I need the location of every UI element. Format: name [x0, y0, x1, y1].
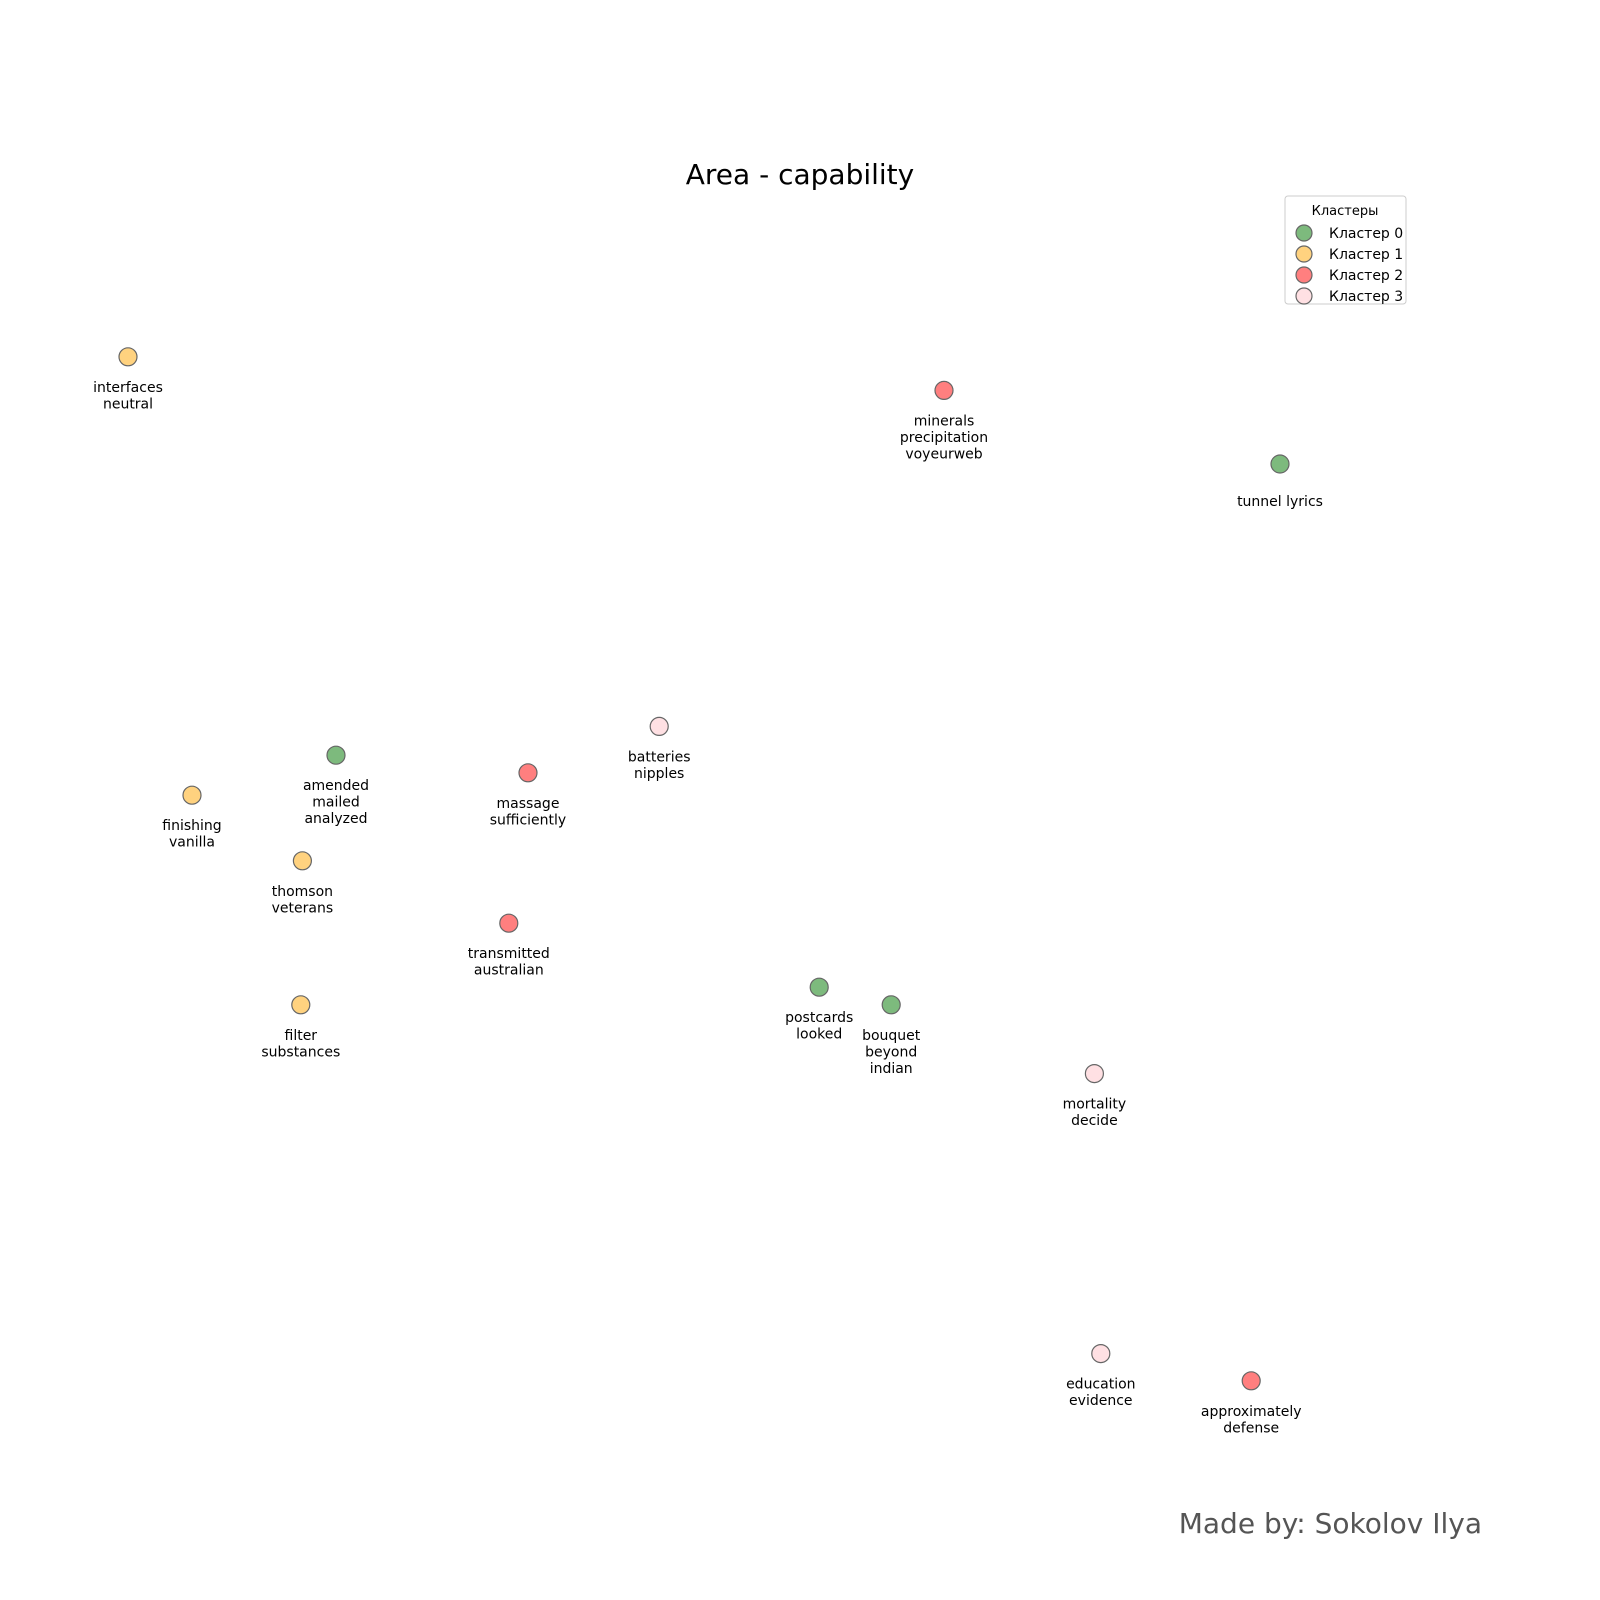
point-label-line: sufficiently: [490, 812, 566, 828]
point-marker: [118, 347, 138, 367]
data-point: massage sufficiently: [490, 763, 566, 829]
legend-entry: Кластер 0: [1295, 224, 1403, 242]
point-label-line: defense: [1223, 1420, 1279, 1436]
data-point: amended mailed analyzed: [303, 745, 369, 827]
point-label-line: tunnel lyrics: [1237, 494, 1323, 510]
point-marker: [292, 851, 312, 871]
data-point: tunnel lyrics: [1237, 454, 1323, 510]
point-label-line: thomson: [272, 884, 333, 900]
point-marker: [809, 977, 829, 997]
data-point: bouquet beyond indian: [862, 995, 921, 1077]
point-label: amended mailed analyzed: [303, 778, 369, 827]
data-point: approximately defense: [1201, 1371, 1302, 1437]
legend-title: Кластеры: [1312, 204, 1379, 219]
point-label: filter substances: [261, 1028, 340, 1061]
legend-label: Кластер 2: [1329, 268, 1403, 284]
point-label-line: interfaces: [93, 380, 163, 396]
points-layer: interfaces neutral minerals precipitation vo…: [93, 347, 1323, 1437]
point-label: approximately defense: [1201, 1404, 1302, 1437]
point-label-line: decide: [1071, 1113, 1118, 1129]
point-label: bouquet beyond indian: [862, 1028, 921, 1077]
chart-title: Area - capability: [686, 158, 914, 191]
point-marker: [291, 995, 311, 1015]
point-label-line: analyzed: [304, 811, 367, 827]
legend-marker: [1295, 224, 1313, 242]
point-label: massage sufficiently: [490, 796, 566, 829]
data-point: filter substances: [261, 995, 340, 1061]
point-label-line: transmitted: [468, 946, 550, 962]
data-point: education evidence: [1066, 1343, 1136, 1410]
point-label-line: nipples: [634, 766, 684, 782]
point-label: tunnel lyrics: [1237, 494, 1323, 510]
legend-label: Кластер 3: [1329, 289, 1403, 305]
point-label: thomson veterans: [272, 884, 334, 917]
point-label-line: approximately: [1201, 1404, 1302, 1420]
point-label: batteries nipples: [628, 749, 691, 782]
legend-marker: [1295, 245, 1313, 263]
data-point: minerals precipitation voyeurweb: [900, 380, 988, 462]
data-point: mortality decide: [1063, 1063, 1127, 1130]
point-marker: [934, 380, 954, 400]
point-label: mortality decide: [1063, 1097, 1127, 1130]
point-label-line: mailed: [312, 795, 360, 811]
credit-text: Made by: Sokolov Ilya: [1179, 1507, 1482, 1540]
legend-entries: Кластер 0 Кластер 1 Кластер 2 Кластер 3: [1295, 224, 1403, 305]
point-label: finishing vanilla: [162, 818, 221, 851]
point-label-line: precipitation: [900, 430, 988, 446]
point-label: interfaces neutral: [93, 380, 163, 413]
point-marker: [499, 913, 519, 933]
point-label-line: neutral: [103, 396, 153, 412]
point-marker: [1091, 1343, 1111, 1364]
point-label-line: mortality: [1063, 1097, 1127, 1113]
point-label: education evidence: [1066, 1377, 1135, 1410]
point-marker: [182, 785, 202, 805]
point-label: minerals precipitation voyeurweb: [900, 413, 988, 462]
point-label-line: veterans: [272, 900, 334, 916]
point-label: postcards looked: [785, 1010, 853, 1042]
point-label-line: beyond: [865, 1044, 917, 1060]
legend-box: [1284, 195, 1407, 305]
legend-entry: Кластер 2: [1295, 266, 1403, 284]
point-marker: [1270, 454, 1290, 474]
point-marker: [518, 763, 538, 783]
point-marker: [326, 745, 346, 765]
legend-marker: [1295, 287, 1313, 305]
point-label-line: substances: [261, 1044, 340, 1060]
data-point: finishing vanilla: [162, 785, 222, 851]
point-label-line: bouquet: [862, 1028, 921, 1044]
legend-label: Кластер 0: [1329, 226, 1403, 242]
point-label-line: voyeurweb: [905, 446, 982, 462]
point-marker: [649, 716, 669, 737]
point-label-line: australian: [474, 963, 544, 979]
data-point: transmitted australian: [468, 913, 550, 979]
data-point: postcards looked: [785, 977, 853, 1043]
point-marker: [881, 995, 901, 1015]
point-label-line: education: [1066, 1377, 1135, 1393]
point-label-line: finishing: [162, 818, 221, 834]
point-label-line: massage: [497, 796, 560, 812]
point-label-line: postcards: [785, 1010, 853, 1026]
legend-entry: Кластер 3: [1295, 287, 1403, 305]
point-label-line: vanilla: [169, 835, 215, 851]
legend-entry: Кластер 1: [1295, 245, 1403, 263]
point-label-line: minerals: [914, 413, 975, 429]
point-label-line: looked: [796, 1027, 842, 1043]
point-marker: [1084, 1063, 1105, 1084]
point-label-line: batteries: [628, 749, 691, 765]
legend-marker: [1295, 266, 1313, 284]
data-point: batteries nipples: [628, 716, 691, 782]
point-label-line: evidence: [1069, 1393, 1132, 1409]
data-point: thomson veterans: [272, 851, 334, 917]
point-label-line: indian: [870, 1061, 913, 1077]
point-marker: [1241, 1371, 1261, 1391]
point-label-line: filter: [285, 1028, 318, 1044]
point-label-line: amended: [303, 778, 369, 794]
data-point: interfaces neutral: [93, 347, 163, 413]
legend-label: Кластер 1: [1329, 247, 1403, 263]
point-label: transmitted australian: [468, 946, 550, 979]
